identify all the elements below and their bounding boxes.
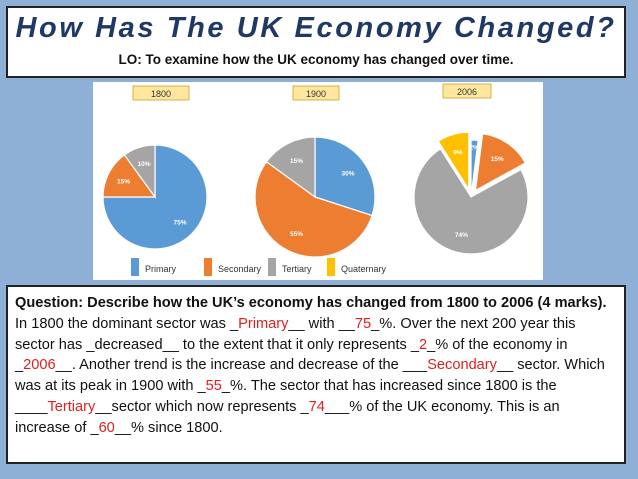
data-label: 10% [138,161,151,168]
answer-text-segment: __ with __ [288,315,355,332]
question-box: Question: Describe how the UK’s economy … [6,285,626,464]
pie-slice-1900-tertiary [265,136,316,199]
legend-label-quaternary: Quaternary [341,264,387,274]
legend-label-secondary: Secondary [218,264,262,274]
data-label: 74% [455,232,468,239]
answer-word: Secondary [427,357,497,374]
data-label: 2% [469,144,479,151]
pie-slice-1900-secondary [254,160,373,258]
data-label: 15% [290,158,303,165]
answer-text-segment: ___% of the UK economy. This is an incre… [15,398,560,436]
pie-slice-1800-primary [102,144,208,250]
pie-slice-2006-secondary [474,133,527,192]
answer-word: 2 [419,336,428,353]
data-label: 55% [290,231,303,238]
answer-word: 75 [354,315,372,332]
data-label: 30% [342,171,355,178]
answer-text: In 1800 the dominant sector was _Primary… [15,316,605,436]
answer-text-segment: In 1800 the dominant sector was _ [15,315,239,332]
pie-title-1800: 1800 [151,89,171,99]
answer-text-segment: _%. Over the next 200 year this sector h… [15,315,576,353]
slide-title: How Has The UK Economy Changed? [15,12,617,44]
legend-swatch-tertiary [268,258,276,276]
answer-word: 55 [205,378,222,395]
answer-text-segment: _%. The sector that has increased since … [15,378,557,415]
answer-word: Tertiary [47,398,96,415]
answer-text-segment: __% since 1800. [114,419,223,436]
legend-label-tertiary: Tertiary [282,264,312,274]
answer-word: 74 [308,398,325,415]
answer-text-segment: __ sector. Which was at its peak in 1900… [15,357,605,395]
pie-title-box-2006 [442,83,492,99]
pie-title-1900: 1900 [306,89,326,99]
pie-slice-2006-tertiary [413,148,529,255]
question-heading: Question: Describe how the UK’s economy … [15,295,607,311]
answer-text-segment: __. Another trend is the increase and de… [55,357,428,374]
answer-text-segment: __sector which now represents _ [95,398,309,415]
pie-slice-2006-quaternary [437,131,470,192]
answer-text-segment: _% of the economy in _ [15,336,568,374]
data-label: 15% [491,156,504,163]
pie-slice-1800-tertiary [123,144,156,199]
pie-title-box-1900 [292,85,340,101]
legend-swatch-secondary [204,258,212,276]
pie-title-box-1800 [132,85,190,101]
data-label: 15% [117,178,130,185]
legend-swatch-quaternary [327,258,335,276]
chart-area: 1800 75% 15% 10% 1900 30% 55% 15% 2006 2% 15% 74% 9%… [93,82,543,280]
legend-swatch-primary [131,258,139,276]
learning-objective: LO: To examine how the UK economy has ch… [118,52,514,67]
pie-slice-1800-secondary [102,154,157,198]
data-label: 75% [173,220,186,227]
pie-slice-2006-primary [470,139,479,198]
legend-label-primary: Primary [145,264,176,274]
answer-word: 2006 [23,357,56,374]
data-label: 9% [453,150,463,157]
pie-slice-1900-primary [314,136,376,217]
pie-title-2006: 2006 [457,87,477,97]
answer-word: 60 [98,419,115,436]
title-box: How Has The UK Economy Changed? LO: To e… [6,6,626,78]
pie-charts: 1800 75% 15% 10% 1900 30% 55% 15% 2006 2% 15% 74% 9%… [102,83,529,276]
answer-word: Primary [238,315,289,332]
